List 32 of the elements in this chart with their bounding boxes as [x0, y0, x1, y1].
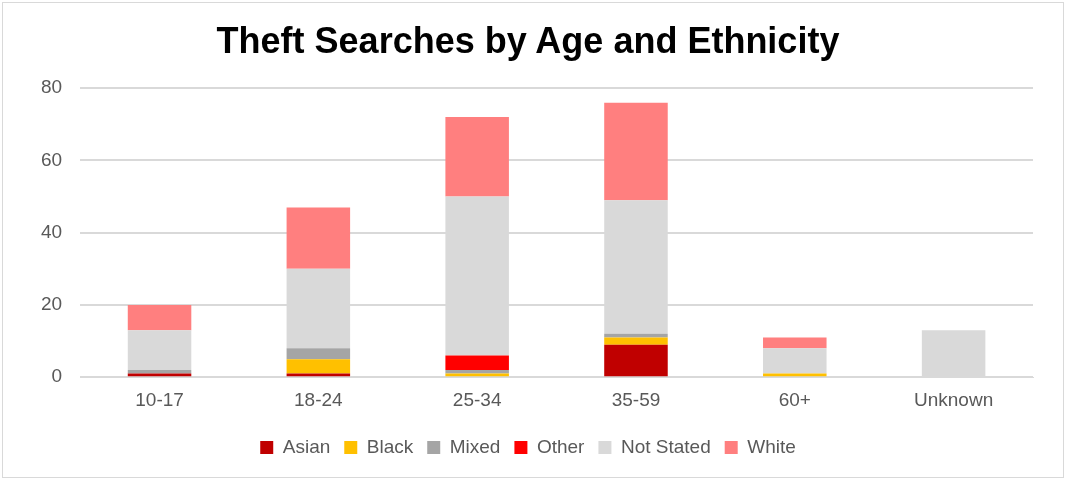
- bar: [604, 344, 668, 377]
- bar: [127, 330, 192, 370]
- legend-label: Asian: [282, 435, 331, 457]
- bar: [445, 117, 509, 197]
- x-tick-label: 60+: [778, 388, 811, 410]
- legend-label: Not Stated: [620, 435, 711, 457]
- bar: [286, 348, 351, 360]
- legend-label: Mixed: [449, 435, 501, 457]
- x-tick-label: 10-17: [135, 388, 184, 410]
- bar: [763, 337, 827, 349]
- y-tick-label: 60: [40, 148, 63, 170]
- legend-label: Black: [366, 435, 414, 457]
- bar: [604, 102, 668, 201]
- y-tick-label: 0: [51, 365, 63, 387]
- legend-label: White: [747, 435, 796, 457]
- bar: [286, 207, 351, 269]
- bar: [286, 359, 351, 374]
- bar: [604, 337, 668, 345]
- bar: [445, 355, 509, 370]
- chart-title: Theft Searches by Age and Ethnicity: [216, 19, 840, 61]
- bar: [763, 348, 827, 374]
- y-tick-label: 80: [40, 76, 63, 98]
- y-tick-label: 20: [40, 293, 63, 315]
- y-tick-label: 40: [40, 220, 63, 242]
- bar: [127, 369, 192, 374]
- x-tick-label: 35-59: [611, 388, 661, 410]
- x-tick-label: 18-24: [294, 388, 344, 410]
- x-tick-label: Unknown: [913, 388, 994, 410]
- bar: [445, 369, 509, 374]
- x-tick-label: 25-34: [452, 388, 502, 410]
- bar: [127, 304, 192, 331]
- legend-label: Other: [536, 435, 586, 457]
